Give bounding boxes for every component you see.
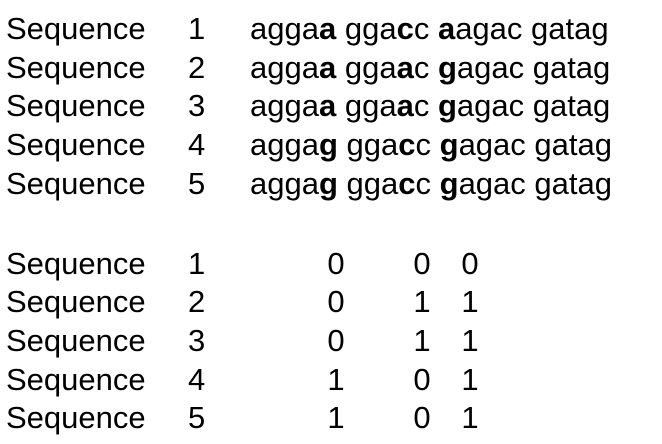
dna-sequence: aggag ggacc gagac gatag	[250, 165, 612, 203]
variant-base: c	[398, 166, 416, 201]
dna-sequence: aggaa ggacc aagac gatag	[250, 10, 609, 48]
variant-base: g	[437, 50, 457, 85]
binary-value: 1	[413, 284, 431, 319]
sequence-number: 1	[188, 246, 206, 281]
variant-base: c	[396, 11, 414, 46]
sequence-segment: agac gatag	[455, 11, 609, 46]
variant-base: g	[318, 127, 338, 162]
sequence-label: Sequence	[6, 400, 146, 435]
sequence-segment: c	[415, 127, 432, 162]
sequence-segment: c	[415, 166, 432, 201]
variant-base: a	[396, 88, 414, 123]
sequence-number: 3	[188, 88, 206, 123]
binary-value: 1	[413, 323, 431, 358]
sequence-number: 4	[188, 362, 206, 397]
binary-value: 1	[327, 362, 345, 397]
binary-value: 1	[461, 284, 479, 319]
sequence-label: Sequence	[6, 88, 146, 123]
variant-base: a	[396, 50, 414, 85]
sequence-segment: gga	[337, 127, 399, 162]
sequence-segment: gga	[337, 166, 399, 201]
sequence-label: Sequence	[6, 362, 146, 397]
binary-value: 0	[327, 323, 345, 358]
sequence-segment: c	[413, 50, 430, 85]
variant-base: a	[318, 50, 337, 85]
sequence-label: Sequence	[6, 11, 146, 46]
sequence-segment: agac gatag	[458, 166, 612, 201]
sequence-label: Sequence	[6, 246, 146, 281]
sequence-segment	[429, 88, 438, 123]
variant-base: a	[437, 11, 456, 46]
sequence-segment: agga	[250, 88, 319, 123]
binary-value: 0	[461, 246, 479, 281]
sequence-label: Sequence	[6, 127, 146, 162]
sequence-segment: agga	[250, 127, 319, 162]
sequence-number: 5	[188, 400, 206, 435]
binary-value: 0	[413, 362, 431, 397]
sequence-segment: gga	[336, 11, 397, 46]
sequence-segment	[429, 11, 438, 46]
sequence-segment: gga	[336, 88, 397, 123]
variant-base: g	[439, 127, 459, 162]
sequence-segment	[431, 166, 440, 201]
variant-base: a	[318, 88, 337, 123]
variant-base: g	[439, 166, 459, 201]
dna-sequence: aggaa ggaac gagac gatag	[250, 87, 610, 125]
sequence-segment: c	[413, 88, 430, 123]
sequence-segment	[431, 127, 440, 162]
variant-base: c	[398, 127, 416, 162]
sequence-label: Sequence	[6, 323, 146, 358]
sequence-label: Sequence	[6, 166, 146, 201]
binary-value: 1	[461, 362, 479, 397]
sequence-label: Sequence	[6, 284, 146, 319]
binary-value: 1	[461, 400, 479, 435]
variant-base: g	[318, 166, 338, 201]
binary-value: 0	[413, 400, 431, 435]
sequence-number: 2	[188, 284, 206, 319]
sequence-segment: agga	[250, 166, 319, 201]
binary-value: 1	[327, 400, 345, 435]
sequence-label: Sequence	[6, 50, 146, 85]
sequence-segment: agac gatag	[458, 127, 612, 162]
sequence-segment: agga	[250, 11, 319, 46]
dna-sequence: aggag ggacc gagac gatag	[250, 126, 612, 164]
sequence-segment: agac gatag	[456, 50, 611, 85]
sequence-segment: agac gatag	[456, 88, 611, 123]
binary-value: 0	[327, 246, 345, 281]
sequence-number: 4	[188, 127, 206, 162]
sequence-segment: agga	[250, 50, 319, 85]
sequence-number: 3	[188, 323, 206, 358]
sequence-segment: c	[413, 11, 430, 46]
sequence-segment	[429, 50, 438, 85]
binary-value: 0	[413, 246, 431, 281]
variant-base: g	[437, 88, 457, 123]
binary-value: 1	[461, 323, 479, 358]
variant-base: a	[318, 11, 337, 46]
sequence-number: 2	[188, 50, 206, 85]
sequence-segment: gga	[336, 50, 397, 85]
binary-value: 0	[327, 284, 345, 319]
sequence-number: 5	[188, 166, 206, 201]
dna-sequence: aggaa ggaac gagac gatag	[250, 49, 610, 87]
sequence-number: 1	[188, 11, 206, 46]
